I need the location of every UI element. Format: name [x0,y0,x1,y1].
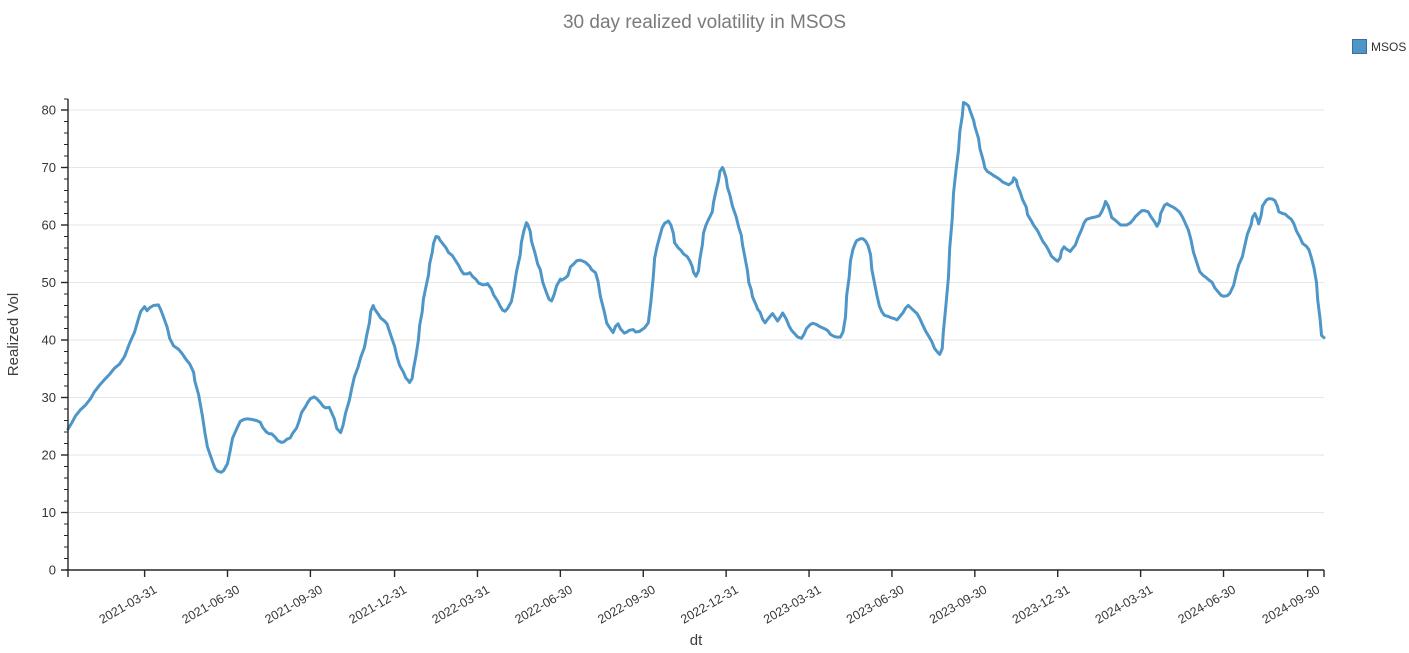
y-tick-label-50: 50 [42,275,56,290]
chart-title: 30 day realized volatility in MSOS [562,12,846,33]
x-tick-label-5: 2022-06-30 [512,582,574,626]
series-line-msos [66,101,1326,474]
x-tick-label-2: 2021-09-30 [263,582,325,626]
x-tick-label-9: 2023-06-30 [844,582,906,626]
y-tick-label-30: 30 [42,390,56,405]
x-tick-label-1: 2021-06-30 [180,582,242,626]
y-axis-title: Realized Vol [5,293,22,376]
x-tick-label-4: 2022-03-31 [430,582,492,626]
y-tick-label-0: 0 [49,563,56,578]
legend: MSOS [1352,39,1406,54]
y-tick-label-70: 70 [42,160,56,175]
y-tick-label-40: 40 [42,333,56,348]
x-tick-label-14: 2024-09-30 [1260,582,1322,626]
y-tick-label-60: 60 [42,218,56,233]
x-tick-label-7: 2022-12-31 [678,582,740,626]
legend-swatch-msos [1352,39,1367,54]
legend-label-msos: MSOS [1371,39,1407,54]
x-tick-label-0: 2021-03-31 [97,582,159,626]
y-tick-label-10: 10 [42,505,56,520]
x-tick-label-3: 2021-12-31 [347,582,409,626]
x-axis-title: dt [690,632,703,649]
x-tick-label-6: 2022-09-30 [595,582,657,626]
x-tick-label-13: 2024-06-30 [1176,582,1238,626]
x-tick-label-8: 2023-03-31 [761,582,823,626]
x-tick-label-10: 2023-09-30 [927,582,989,626]
x-tick-label-11: 2023-12-31 [1010,582,1072,626]
y-tick-label-20: 20 [42,448,56,463]
y-tick-label-80: 80 [42,103,56,118]
x-tick-label-12: 2024-03-31 [1093,582,1155,626]
